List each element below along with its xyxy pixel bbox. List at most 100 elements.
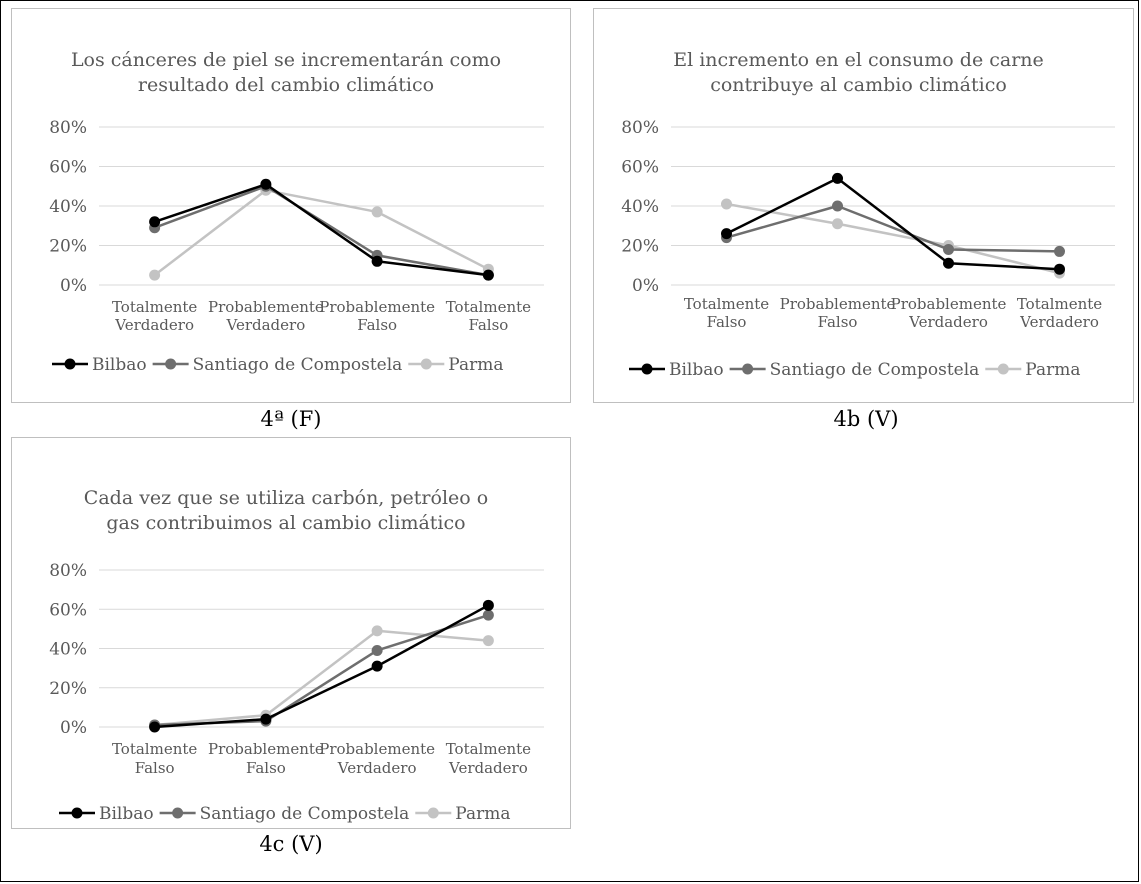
chart-title-line: resultado del cambio climático: [138, 74, 434, 96]
legend-swatch-marker: [420, 358, 432, 370]
series-line-2: [153, 188, 489, 277]
y-tick-label: 40%: [49, 197, 87, 217]
x-tick-label: Totalmente: [446, 740, 531, 758]
x-tick-label: Falso: [246, 759, 286, 777]
x-tick-label: Totalmente: [1017, 295, 1102, 313]
x-tick-label: Verdadero: [114, 316, 194, 334]
x-tick-label: Totalmente: [112, 740, 197, 758]
data-point: [149, 269, 161, 281]
x-tick-label: Totalmente: [684, 295, 769, 313]
y-tick-label: 0%: [60, 718, 87, 738]
series-line-0: [154, 183, 489, 277]
series-line-2: [154, 629, 489, 727]
data-point: [260, 713, 272, 725]
data-point: [371, 206, 383, 218]
y-tick-label: 20%: [621, 237, 659, 257]
chart-4c: Cada vez que se utiliza carbón, petróleo…: [49, 487, 544, 824]
y-tick-label: 40%: [621, 197, 659, 217]
y-tick-label: 0%: [60, 276, 87, 296]
legend-label: Santiago de Compostela: [200, 804, 410, 824]
data-point: [832, 172, 843, 184]
legend-swatch-marker: [165, 358, 177, 370]
x-tick-label: Falso: [468, 316, 508, 334]
data-point: [721, 198, 732, 210]
y-tick-label: 80%: [49, 561, 87, 581]
x-tick-label: Probablemente: [891, 295, 1007, 313]
series-line-0: [154, 604, 489, 729]
data-point: [260, 178, 272, 190]
chart-title-line: Los cánceres de piel se incrementarán co…: [71, 49, 501, 71]
x-tick-label: Verdadero: [337, 759, 417, 777]
data-point: [149, 721, 161, 733]
x-tick-label: Verdadero: [908, 313, 988, 331]
chart-4b: El incremento en el consumo de carne cont…: [621, 49, 1115, 380]
chart-title-line: El incremento en el consumo de carne: [673, 49, 1044, 71]
x-tick-label: Falso: [818, 313, 858, 331]
legend-label: Santiago de Compostela: [770, 360, 980, 380]
x-tick-label: Falso: [135, 759, 175, 777]
chart-panel-4b: El incremento en el consumo de carne cont…: [593, 8, 1134, 403]
data-point: [1054, 263, 1065, 275]
data-point: [943, 257, 954, 269]
legend-swatch-marker: [742, 363, 754, 375]
chart-4a: Los cánceres de piel se incrementarán co…: [49, 49, 544, 375]
x-tick-label: Probablemente: [319, 740, 435, 758]
series-line-0: [725, 177, 1060, 271]
data-point: [371, 625, 383, 637]
data-point: [832, 200, 843, 212]
y-tick-label: 80%: [49, 118, 87, 138]
legend-label: Bilbao: [99, 804, 154, 824]
data-point: [1054, 245, 1065, 257]
series-line-1: [726, 204, 1060, 253]
data-point: [371, 644, 383, 656]
y-tick-label: 40%: [49, 640, 87, 660]
caption-4b: 4b (V): [833, 407, 899, 431]
x-tick-label: Verdadero: [226, 316, 306, 334]
y-tick-label: 20%: [49, 679, 87, 699]
legend-swatch-marker: [172, 807, 184, 819]
x-tick-label: Probablemente: [208, 740, 324, 758]
chart-panel-4a: Los cánceres de piel se incrementarán co…: [11, 8, 571, 403]
chart-title-line: Cada vez que se utiliza carbón, petróleo…: [84, 487, 488, 509]
legend-swatch-marker: [71, 807, 83, 819]
x-tick-label: Falso: [707, 313, 747, 331]
y-tick-label: 60%: [621, 158, 659, 178]
y-tick-label: 20%: [49, 237, 87, 257]
data-point: [371, 255, 383, 267]
x-tick-label: Totalmente: [446, 298, 531, 316]
caption-4c: 4c (V): [259, 832, 323, 856]
legend-swatch-marker: [427, 807, 439, 819]
x-tick-label: Probablemente: [319, 298, 435, 316]
legend-label: Parma: [448, 355, 503, 375]
x-tick-label: Verdadero: [1019, 313, 1099, 331]
y-tick-label: 60%: [49, 158, 87, 178]
legend-swatch-marker: [997, 363, 1009, 375]
x-tick-label: Totalmente: [112, 298, 197, 316]
legend-label: Bilbao: [92, 355, 147, 375]
x-tick-label: Probablemente: [208, 298, 324, 316]
chart-panel-4c: Cada vez que se utiliza carbón, petróleo…: [11, 437, 571, 829]
data-point: [943, 243, 954, 255]
legend-label: Parma: [455, 804, 510, 824]
legend-label: Parma: [1025, 360, 1080, 380]
data-point: [371, 660, 383, 672]
chart-title-line: gas contribuimos al cambio climático: [106, 512, 465, 534]
y-tick-label: 80%: [621, 118, 659, 138]
x-tick-label: Probablemente: [780, 295, 896, 313]
chart-title-line: contribuye al cambio climático: [710, 74, 1007, 96]
x-tick-label: Falso: [357, 316, 397, 334]
legend-label: Santiago de Compostela: [193, 355, 403, 375]
data-point: [832, 218, 843, 230]
caption-4a: 4ª (F): [260, 407, 322, 431]
y-tick-label: 0%: [632, 276, 659, 296]
data-point: [721, 228, 732, 240]
data-point: [482, 635, 494, 647]
y-tick-label: 60%: [49, 600, 87, 620]
x-tick-label: Verdadero: [448, 759, 528, 777]
legend-label: Bilbao: [669, 360, 724, 380]
data-point: [482, 609, 494, 621]
data-point: [482, 599, 494, 611]
series-line-2: [726, 202, 1060, 275]
data-point: [149, 216, 161, 228]
